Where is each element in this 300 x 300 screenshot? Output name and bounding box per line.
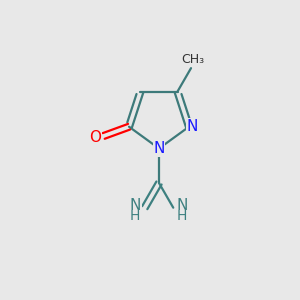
Text: CH₃: CH₃ xyxy=(181,53,204,66)
Text: N: N xyxy=(186,119,198,134)
Text: H: H xyxy=(130,209,140,223)
Text: N: N xyxy=(130,198,141,213)
Text: N: N xyxy=(177,198,188,213)
Text: H: H xyxy=(177,209,188,223)
Text: N: N xyxy=(153,141,165,156)
Text: O: O xyxy=(89,130,101,145)
